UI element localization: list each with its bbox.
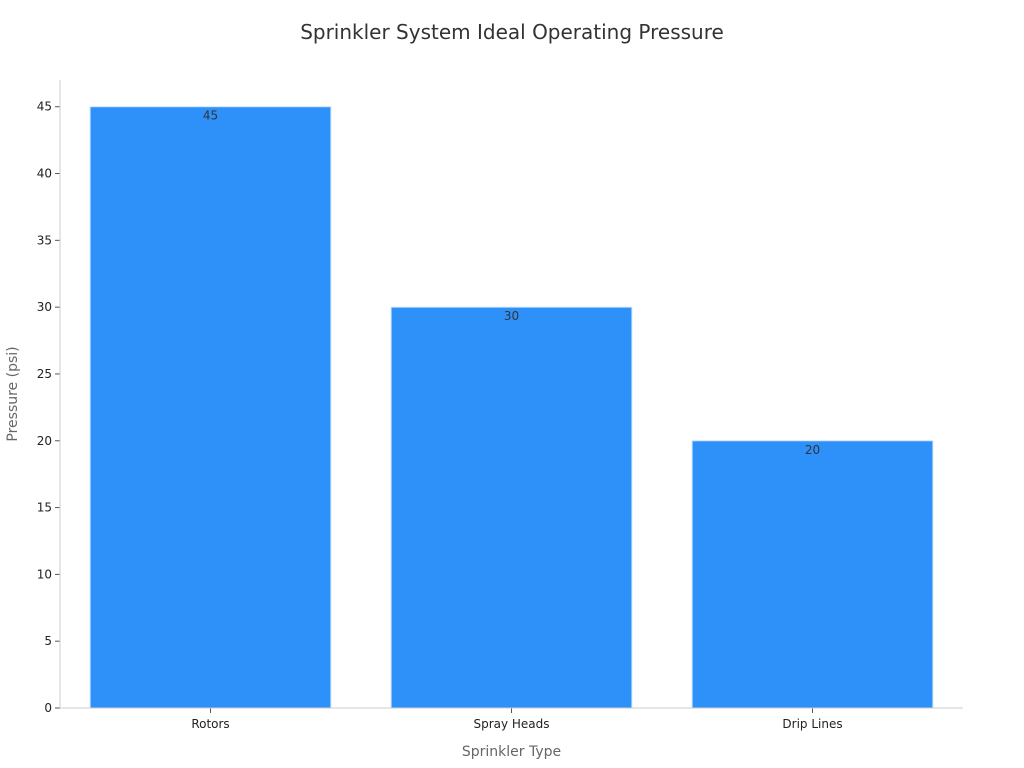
- bar-spray-heads: [390, 306, 633, 709]
- bars: [89, 106, 934, 709]
- data-labels: 45 30 20: [203, 109, 820, 457]
- y-tick-label: 25: [37, 367, 52, 381]
- x-axis-label: Sprinkler Type: [462, 744, 561, 760]
- y-tick-label: 5: [44, 634, 52, 648]
- y-axis-label: Pressure (psi): [5, 346, 21, 441]
- x-tick-label: Spray Heads: [473, 717, 549, 731]
- x-tick-label: Drip Lines: [782, 717, 842, 731]
- y-tick-label: 0: [44, 701, 52, 715]
- data-label: 20: [805, 443, 820, 457]
- y-tick-label: 40: [37, 167, 52, 181]
- data-label: 30: [504, 309, 519, 323]
- y-tick-label: 45: [37, 100, 52, 114]
- y-tick-label: 30: [37, 300, 52, 314]
- y-tick-label: 35: [37, 233, 52, 247]
- chart-title: Sprinkler System Ideal Operating Pressur…: [300, 20, 724, 44]
- x-axis-ticks: Rotors Spray Heads Drip Lines: [191, 708, 843, 731]
- y-tick-label: 15: [37, 501, 52, 515]
- data-label: 45: [203, 109, 218, 123]
- y-tick-label: 10: [37, 567, 52, 581]
- bar-drip-lines: [691, 440, 934, 709]
- y-axis-ticks: 0 5 10 15 20 25 30 35 40 45: [37, 100, 60, 715]
- bar-rotors: [89, 106, 332, 709]
- y-tick-label: 20: [37, 434, 52, 448]
- x-tick-label: Rotors: [191, 717, 229, 731]
